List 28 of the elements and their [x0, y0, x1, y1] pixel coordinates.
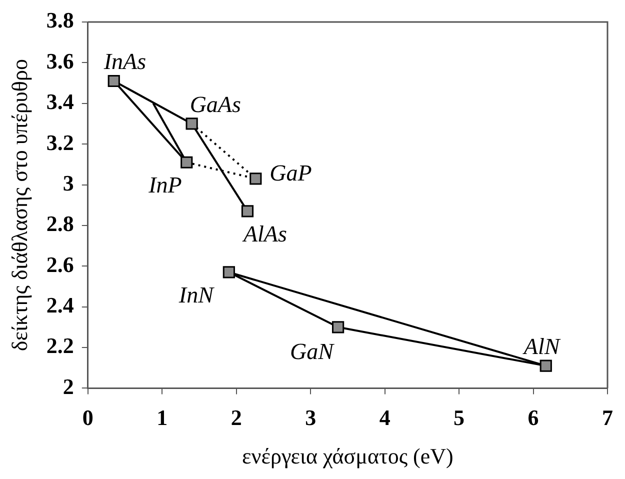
- annotation: AlN: [522, 334, 562, 359]
- x-axis-title: ενέργεια χάσματος (eV): [242, 444, 454, 469]
- y-tick-label: 2.8: [46, 211, 74, 236]
- annotation: InP: [148, 172, 182, 198]
- y-tick-label: 3.4: [46, 89, 74, 114]
- y-tick-label: 3.6: [46, 48, 74, 74]
- x-tick-label: 1: [156, 405, 168, 430]
- x-tick-label: 4: [379, 405, 390, 430]
- annotation: GaP: [270, 160, 312, 186]
- x-tick-label: 5: [454, 405, 465, 430]
- annotation: GaAs: [190, 92, 241, 117]
- y-tick-label: 2.4: [46, 292, 74, 318]
- y-tick-label: 2.6: [46, 252, 74, 277]
- y-tick-label: 2.2: [46, 333, 74, 358]
- annotation: GaN: [290, 339, 336, 364]
- x-tick-label: 6: [528, 405, 539, 430]
- x-tick-label: 3: [305, 405, 316, 430]
- annotation: AlAs: [241, 221, 287, 246]
- annotation: InAs: [102, 49, 146, 74]
- annotation: InN: [178, 282, 216, 308]
- x-tick-label: 0: [82, 405, 94, 430]
- x-tick-label: 7: [602, 405, 613, 430]
- y-tick-label: 3: [62, 170, 74, 196]
- y-tick-label: 3.2: [46, 130, 74, 155]
- y-tick-label: 3.8: [46, 8, 74, 33]
- y-axis-title: δείκτης διάθλασης στο υπέρυθρο: [6, 59, 32, 352]
- y-tick-label: 2: [62, 374, 74, 399]
- x-tick-label: 2: [230, 405, 242, 430]
